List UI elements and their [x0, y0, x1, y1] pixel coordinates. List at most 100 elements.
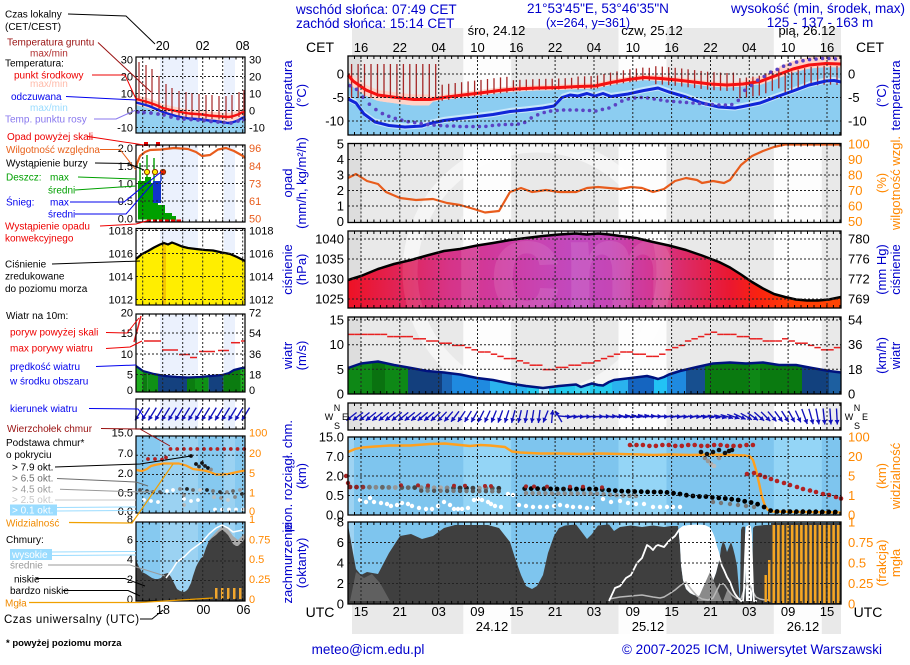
svg-text:72: 72 [249, 308, 261, 320]
svg-text:5: 5 [127, 370, 133, 382]
svg-text:CET: CET [306, 39, 334, 55]
svg-text:80: 80 [848, 168, 862, 183]
svg-text:25.12: 25.12 [632, 619, 665, 634]
svg-text:21: 21 [703, 604, 717, 619]
svg-text:0: 0 [337, 67, 344, 82]
svg-text:10: 10 [626, 40, 640, 55]
svg-text:20: 20 [848, 449, 862, 464]
svg-text:10: 10 [470, 40, 484, 55]
svg-text:> 2.5 okt.: > 2.5 okt. [12, 495, 53, 506]
svg-text:03: 03 [742, 604, 756, 619]
svg-text:10: 10 [330, 337, 344, 352]
svg-text:61: 61 [249, 196, 261, 208]
svg-text:ciśnienie: ciśnienie [280, 244, 295, 295]
svg-text:1018: 1018 [109, 226, 133, 238]
svg-text:15: 15 [509, 604, 523, 619]
svg-text:5: 5 [337, 137, 344, 152]
svg-text:1018: 1018 [249, 226, 273, 238]
svg-text:Mgła: Mgła [5, 598, 27, 609]
svg-text:1: 1 [337, 199, 344, 214]
svg-text:meteo@icm.edu.pl: meteo@icm.edu.pl [312, 642, 425, 657]
svg-text:Wystąpienie burzy: Wystąpienie burzy [6, 159, 88, 170]
svg-text:opad: opad [280, 169, 295, 198]
svg-text:15: 15 [664, 604, 678, 619]
svg-text:36: 36 [249, 349, 261, 361]
svg-text:3: 3 [337, 168, 344, 183]
svg-text:7.0: 7.0 [326, 449, 344, 464]
svg-text:0: 0 [249, 106, 255, 118]
svg-text:wiatr: wiatr [888, 341, 903, 370]
svg-text:0: 0 [127, 385, 133, 397]
svg-text:5: 5 [249, 468, 255, 480]
svg-text:-10: -10 [848, 114, 867, 129]
svg-text:0: 0 [249, 385, 255, 397]
svg-text:> 7.9 okt.: > 7.9 okt. [12, 463, 53, 474]
svg-text:(CET/CEST): (CET/CEST) [5, 22, 61, 33]
svg-text:09: 09 [781, 604, 795, 619]
svg-text:średni: średni [48, 186, 75, 197]
svg-text:0: 0 [337, 387, 344, 402]
svg-text:54: 54 [249, 328, 261, 340]
svg-text:26.12: 26.12 [787, 619, 820, 634]
svg-text:1014: 1014 [109, 272, 133, 284]
svg-text:Deszcz:: Deszcz: [6, 173, 42, 184]
svg-text:04: 04 [431, 40, 445, 55]
svg-text:(m/s): (m/s) [294, 341, 309, 371]
svg-text:W: W [845, 412, 854, 422]
svg-text:36: 36 [848, 337, 862, 352]
svg-text:Opad powyżej skali: Opad powyżej skali [7, 132, 93, 143]
svg-text:1014: 1014 [249, 272, 273, 284]
svg-text:6: 6 [337, 535, 344, 550]
svg-text:20: 20 [249, 72, 261, 84]
svg-text:15: 15 [820, 604, 834, 619]
svg-text:21°53'45"E, 53°46'35"N: 21°53'45"E, 53°46'35"N [527, 1, 669, 16]
svg-text:S: S [854, 421, 860, 431]
svg-text:30: 30 [121, 55, 133, 67]
svg-text:S: S [334, 421, 340, 431]
svg-text:03: 03 [587, 604, 601, 619]
svg-text:90: 90 [848, 152, 862, 167]
svg-text:5: 5 [337, 362, 344, 377]
svg-text:0.5: 0.5 [326, 488, 344, 503]
svg-text:16: 16 [664, 40, 678, 55]
svg-text:N: N [334, 403, 341, 413]
svg-text:średnie: średnie [10, 561, 43, 572]
svg-text:0: 0 [127, 594, 133, 606]
svg-text:Widzialność: Widzialność [6, 518, 59, 529]
svg-text:Czas lokalny: Czas lokalny [5, 10, 62, 21]
svg-text:-10: -10 [249, 123, 265, 135]
svg-text:0: 0 [848, 387, 855, 402]
svg-text:2.0: 2.0 [118, 468, 133, 480]
svg-text:> 4.5 okt.: > 4.5 okt. [12, 484, 53, 495]
svg-text:0.75: 0.75 [249, 535, 270, 547]
svg-text:10: 10 [781, 40, 795, 55]
svg-text:odczuwana: odczuwana [11, 92, 62, 103]
svg-text:Wiatr na 10m:: Wiatr na 10m: [6, 311, 68, 322]
svg-text:-5: -5 [332, 90, 344, 105]
svg-text:100: 100 [848, 430, 870, 445]
svg-text:18: 18 [156, 603, 170, 617]
svg-text:18: 18 [848, 362, 862, 377]
svg-text:(x=264, y=361): (x=264, y=361) [546, 16, 630, 30]
svg-text:W: W [325, 412, 334, 422]
svg-text:max/min: max/min [30, 79, 68, 90]
svg-text:Temperatura gruntu: Temperatura gruntu [7, 38, 94, 49]
svg-text:1016: 1016 [109, 249, 133, 261]
svg-text:1012: 1012 [109, 295, 133, 307]
svg-text:(km): (km) [874, 463, 889, 489]
svg-text:(km/h): (km/h) [874, 337, 889, 374]
svg-text:0.25: 0.25 [848, 576, 873, 591]
svg-text:(mm Hg): (mm Hg) [874, 244, 889, 295]
svg-text:0.5: 0.5 [848, 556, 866, 571]
svg-text:CET: CET [856, 39, 884, 55]
svg-text:0.5: 0.5 [118, 488, 133, 500]
svg-text:1: 1 [249, 488, 255, 500]
svg-text:70: 70 [848, 183, 862, 198]
svg-text:22: 22 [548, 40, 562, 55]
svg-text:Temp. punktu rosy: Temp. punktu rosy [5, 115, 87, 126]
svg-text:1030: 1030 [315, 272, 344, 287]
svg-text:60: 60 [848, 199, 862, 214]
svg-text:16: 16 [509, 40, 523, 55]
svg-text:Chmury:: Chmury: [6, 535, 44, 546]
svg-text:-10: -10 [325, 114, 344, 129]
